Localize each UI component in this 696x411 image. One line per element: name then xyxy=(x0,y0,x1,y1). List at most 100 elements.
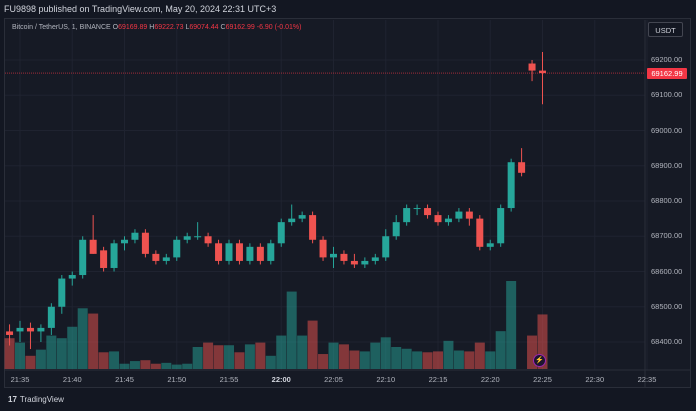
candle-body[interactable] xyxy=(309,215,317,240)
legend-low-label: L xyxy=(185,24,190,31)
candle-body[interactable] xyxy=(465,211,473,219)
lightning-icon[interactable]: ⚡ xyxy=(533,354,546,367)
legend-high-value: 69222.73 xyxy=(154,24,184,31)
chart-pane[interactable] xyxy=(4,18,691,388)
volume-bar xyxy=(506,281,517,369)
candle-body[interactable] xyxy=(403,208,411,223)
volume-bar xyxy=(224,345,234,369)
candle-body[interactable] xyxy=(47,306,55,328)
candle-body[interactable] xyxy=(507,162,515,209)
candle-body[interactable] xyxy=(131,232,139,240)
candle-body[interactable] xyxy=(361,260,369,265)
candle-body[interactable] xyxy=(319,239,327,258)
grid-lines xyxy=(5,20,648,370)
candle-body[interactable] xyxy=(162,257,170,261)
candle-body[interactable] xyxy=(204,236,212,244)
currency-button[interactable]: USDT xyxy=(648,22,683,37)
volume-bar xyxy=(380,337,391,369)
candle-body[interactable] xyxy=(371,257,379,261)
candle-body[interactable] xyxy=(246,246,254,261)
volume-bar xyxy=(307,320,318,369)
time-axis-label: 21:45 xyxy=(115,375,134,384)
volume-bar xyxy=(338,344,349,369)
candle-body[interactable] xyxy=(194,236,202,238)
candle-body[interactable] xyxy=(58,278,66,307)
volume-bar xyxy=(56,338,67,369)
time-axis-label: 22:05 xyxy=(324,375,343,384)
volume-bar xyxy=(46,335,57,369)
candle-body[interactable] xyxy=(528,63,536,71)
symbol-legend: Bitcoin / TetherUS, 1, BINANCE O69169.89… xyxy=(12,24,302,31)
volume-bar xyxy=(129,361,140,369)
candle-body[interactable] xyxy=(79,239,87,276)
legend-symbol: Bitcoin / TetherUS, 1, BINANCE xyxy=(12,24,111,31)
candle-body[interactable] xyxy=(277,222,285,244)
candle-body[interactable] xyxy=(476,218,484,247)
candle-body[interactable] xyxy=(330,253,337,258)
volume-bar xyxy=(213,345,224,369)
candle-body[interactable] xyxy=(26,327,34,332)
time-axis-label: 21:40 xyxy=(62,375,82,384)
candle-body[interactable] xyxy=(121,239,128,244)
candle-body[interactable] xyxy=(424,208,432,216)
candle-body[interactable] xyxy=(539,70,546,74)
time-axis-label: 22:00 xyxy=(271,375,291,384)
volume-bar xyxy=(422,352,433,369)
candle-body[interactable] xyxy=(141,232,149,254)
volume-bar xyxy=(67,326,78,369)
legend-low-value: 69074.44 xyxy=(189,24,219,31)
price-axis-label: 68700.00 xyxy=(651,231,683,241)
candle-body[interactable] xyxy=(497,208,505,244)
volume-bar xyxy=(474,342,485,369)
candle-body[interactable] xyxy=(350,260,358,265)
published-text: FU9898 published on TradingView.com, May… xyxy=(4,4,277,14)
candle-body[interactable] xyxy=(444,218,452,223)
volume-bar xyxy=(182,363,193,369)
candle-body[interactable] xyxy=(183,236,191,240)
volume-bar xyxy=(88,313,99,369)
candle-body[interactable] xyxy=(298,215,306,219)
candle-body[interactable] xyxy=(340,253,348,261)
volume-bar xyxy=(276,335,287,369)
volume-bar xyxy=(297,335,308,369)
volume-bar xyxy=(537,314,548,369)
candle-body[interactable] xyxy=(267,243,275,261)
candle-body[interactable] xyxy=(89,239,97,254)
volume-bar xyxy=(370,342,381,369)
candle-body[interactable] xyxy=(152,253,160,261)
candle-body[interactable] xyxy=(235,243,243,261)
price-axis-label: 69000.00 xyxy=(651,125,683,135)
volume-bar xyxy=(244,344,255,369)
candle-body[interactable] xyxy=(100,250,108,268)
candle-body[interactable] xyxy=(288,218,296,223)
price-axis-label: 69200.00 xyxy=(651,55,683,64)
candle-body[interactable] xyxy=(392,222,400,237)
volume-bar xyxy=(286,291,297,369)
candle-body[interactable] xyxy=(173,239,181,258)
candle-body[interactable] xyxy=(215,243,223,261)
candle-body[interactable] xyxy=(6,331,14,335)
candle-body[interactable] xyxy=(413,208,421,210)
tradingview-logo[interactable]: 17 TradingView xyxy=(8,395,64,404)
candle-body[interactable] xyxy=(518,162,526,173)
legend-close-value: 69162.99 xyxy=(225,24,255,31)
candle-body[interactable] xyxy=(455,211,463,219)
time-axis-label: 22:30 xyxy=(585,375,605,384)
candle-body[interactable] xyxy=(110,243,118,268)
price-axis-label: 68400.00 xyxy=(651,337,683,346)
candle-body[interactable] xyxy=(382,236,390,258)
volume-bar xyxy=(453,350,464,369)
candle-body[interactable] xyxy=(486,243,494,247)
candle-body[interactable] xyxy=(68,275,76,279)
volume-bar xyxy=(433,351,443,369)
volume-bar xyxy=(412,351,423,369)
top-bar xyxy=(0,0,696,18)
volume-bar xyxy=(401,348,412,369)
candle-body[interactable] xyxy=(16,327,24,332)
candle-body[interactable] xyxy=(225,243,233,261)
price-axis-label: 68600.00 xyxy=(651,266,683,276)
candle-body[interactable] xyxy=(434,215,442,223)
candle-body[interactable] xyxy=(256,246,264,261)
candle-body[interactable] xyxy=(37,327,45,332)
